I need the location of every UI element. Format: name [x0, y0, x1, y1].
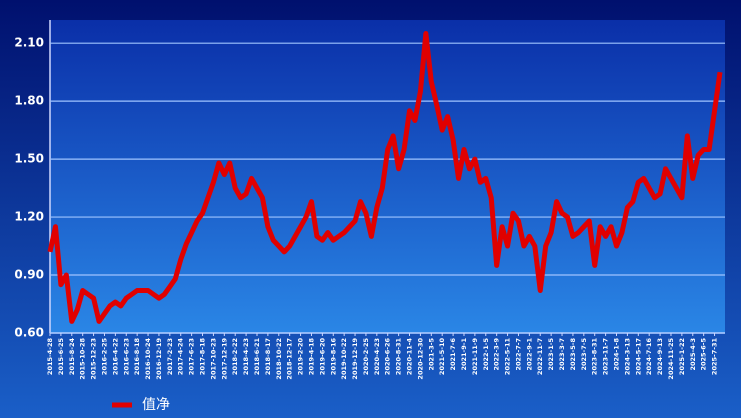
y-tick-label: 0.60 — [14, 326, 44, 340]
x-tick-label: 2023-3-7 — [558, 338, 566, 371]
y-tick-label: 1.50 — [14, 152, 44, 166]
x-tick-label: 2025-4-3 — [689, 338, 697, 371]
x-tick-label: 2018-8-17 — [264, 338, 272, 375]
x-tick-label: 2015-6-25 — [57, 338, 65, 376]
x-tick-label: 2019-10-22 — [340, 338, 348, 380]
legend[interactable]: 值净 — [112, 397, 170, 413]
x-tick-label: 2023-7-5 — [580, 338, 588, 371]
x-tick-label: 2017-8-18 — [199, 338, 207, 376]
data-line — [47, 31, 723, 324]
x-tick-label: 2019-2-20 — [297, 338, 305, 376]
x-tick-label: 2020-4-23 — [373, 338, 381, 375]
x-tick-label: 2018-2-22 — [231, 338, 239, 375]
x-tick-label: 2021-11-9 — [471, 338, 479, 376]
x-tick-label: 2015-10-28 — [79, 338, 87, 380]
x-tick-label: 2016-4-22 — [111, 338, 119, 375]
x-tick-label: 2017-10-23 — [209, 338, 217, 380]
x-tick-label: 2020-12-30 — [416, 338, 424, 380]
x-tick-label: 2022-9-1 — [525, 338, 533, 371]
x-tick-label: 2022-1-5 — [482, 338, 490, 371]
x-tick-label: 2018-4-23 — [242, 338, 250, 375]
x-tick-label: 2016-10-24 — [144, 338, 152, 380]
x-tick-label: 2016-8-18 — [133, 338, 141, 376]
x-tick-label: 2016-6-23 — [122, 338, 130, 375]
x-tick-label: 2020-6-26 — [384, 338, 392, 376]
x-tick-label: 2022-5-11 — [504, 338, 512, 376]
x-tick-label: 2020-11-4 — [406, 338, 414, 376]
x-tick-label: 2024-5-17 — [634, 338, 642, 375]
plot-area — [50, 20, 725, 333]
x-tick-label: 2024-3-13 — [623, 338, 631, 375]
y-tick-label: 1.20 — [14, 210, 44, 224]
y-tick-label: 2.10 — [14, 36, 44, 50]
x-tick-label: 2019-12-19 — [351, 338, 359, 380]
x-tick-label: 2017-4-24 — [177, 338, 185, 376]
x-tick-label: 2016-2-25 — [100, 338, 108, 376]
x-tick-label: 2018-6-21 — [253, 338, 261, 376]
x-tick-label: 2025-6-5 — [700, 338, 708, 371]
x-tick-label: 2024-1-8 — [613, 338, 621, 371]
x-tick-label: 2021-3-5 — [427, 338, 435, 371]
x-tick-label: 2022-3-9 — [493, 338, 501, 371]
x-tick-label: 2015-4-28 — [46, 338, 54, 376]
x-tick-label: 2020-2-25 — [362, 338, 370, 376]
legend-label: 值净 — [142, 397, 170, 413]
x-tick-label: 2023-8-31 — [591, 338, 599, 376]
x-tick-label: 2025-1-22 — [678, 338, 686, 375]
x-tick-label: 2019-4-18 — [307, 338, 315, 376]
x-tick-label: 2017-12-19 — [220, 338, 228, 380]
x-tick-label: 2024-9-13 — [656, 338, 664, 375]
y-tick-label: 1.80 — [14, 94, 44, 108]
x-tick-label: 2017-2-23 — [166, 338, 174, 375]
x-tick-label: 2019-8-16 — [329, 338, 337, 376]
y-tick-label: 0.90 — [14, 268, 44, 282]
x-tick-label: 2022-11-7 — [536, 338, 544, 375]
x-tick-label: 2021-7-6 — [449, 338, 457, 371]
x-tick-label: 2019-6-20 — [318, 338, 326, 376]
x-tick-label: 2023-1-5 — [547, 338, 555, 371]
x-tick-label: 2018-10-22 — [275, 338, 283, 380]
x-tick-label: 2016-12-19 — [155, 338, 163, 380]
x-tick-label: 2023-11-7 — [602, 338, 610, 375]
x-tick-label: 2022-7-7 — [514, 338, 522, 371]
x-tick-label: 2018-12-17 — [286, 338, 294, 380]
x-tick-label: 2015-12-23 — [90, 338, 98, 380]
x-tick-label: 2024-7-16 — [645, 338, 653, 376]
x-tick-label: 2025-7-31 — [711, 338, 719, 376]
x-tick-label: 2023-5-8 — [569, 338, 577, 371]
x-tick-label: 2021-5-10 — [438, 338, 446, 376]
x-tick-label: 2015-8-24 — [68, 338, 76, 376]
x-tick-label: 2024-11-25 — [667, 338, 675, 380]
x-tick-label: 2017-6-23 — [188, 338, 196, 375]
x-tick-label: 2021-9-1 — [460, 338, 468, 371]
x-tick-label: 2020-8-31 — [395, 338, 403, 376]
